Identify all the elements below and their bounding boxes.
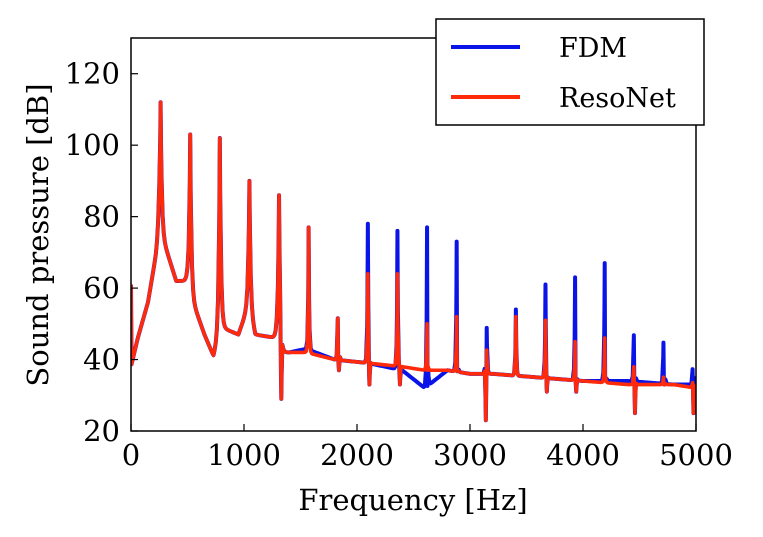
plot-area-frame [130, 37, 697, 432]
y-tick-label: 120 [65, 57, 120, 91]
x-tick-label: 5000 [659, 438, 733, 472]
series-line-resonet [131, 100, 696, 423]
y-tick-label: 40 [83, 343, 120, 377]
series-layer [131, 100, 696, 423]
x-tick-label: 2000 [320, 438, 394, 472]
legend-label-fdm: FDM [559, 33, 627, 64]
x-axis-title: Frequency [Hz] [298, 483, 527, 517]
y-tick-label: 60 [83, 271, 120, 305]
legend-box [435, 18, 705, 126]
y-axis: 20 40 60 80 100 120 [65, 57, 138, 448]
legend: FDM ResoNet [435, 18, 705, 126]
x-axis: 0 1000 2000 3000 4000 5000 [122, 424, 733, 472]
x-tick-label: 4000 [546, 438, 620, 472]
y-tick-label: 80 [83, 200, 120, 234]
y-tick-label: 20 [83, 414, 120, 448]
y-tick-label: 100 [65, 128, 120, 162]
legend-label-resonet: ResoNet [559, 83, 676, 114]
x-tick-label: 1000 [207, 438, 281, 472]
x-tick-label: 0 [122, 438, 140, 472]
x-tick-label: 3000 [433, 438, 507, 472]
y-axis-title: Sound pressure [dB] [21, 83, 55, 386]
